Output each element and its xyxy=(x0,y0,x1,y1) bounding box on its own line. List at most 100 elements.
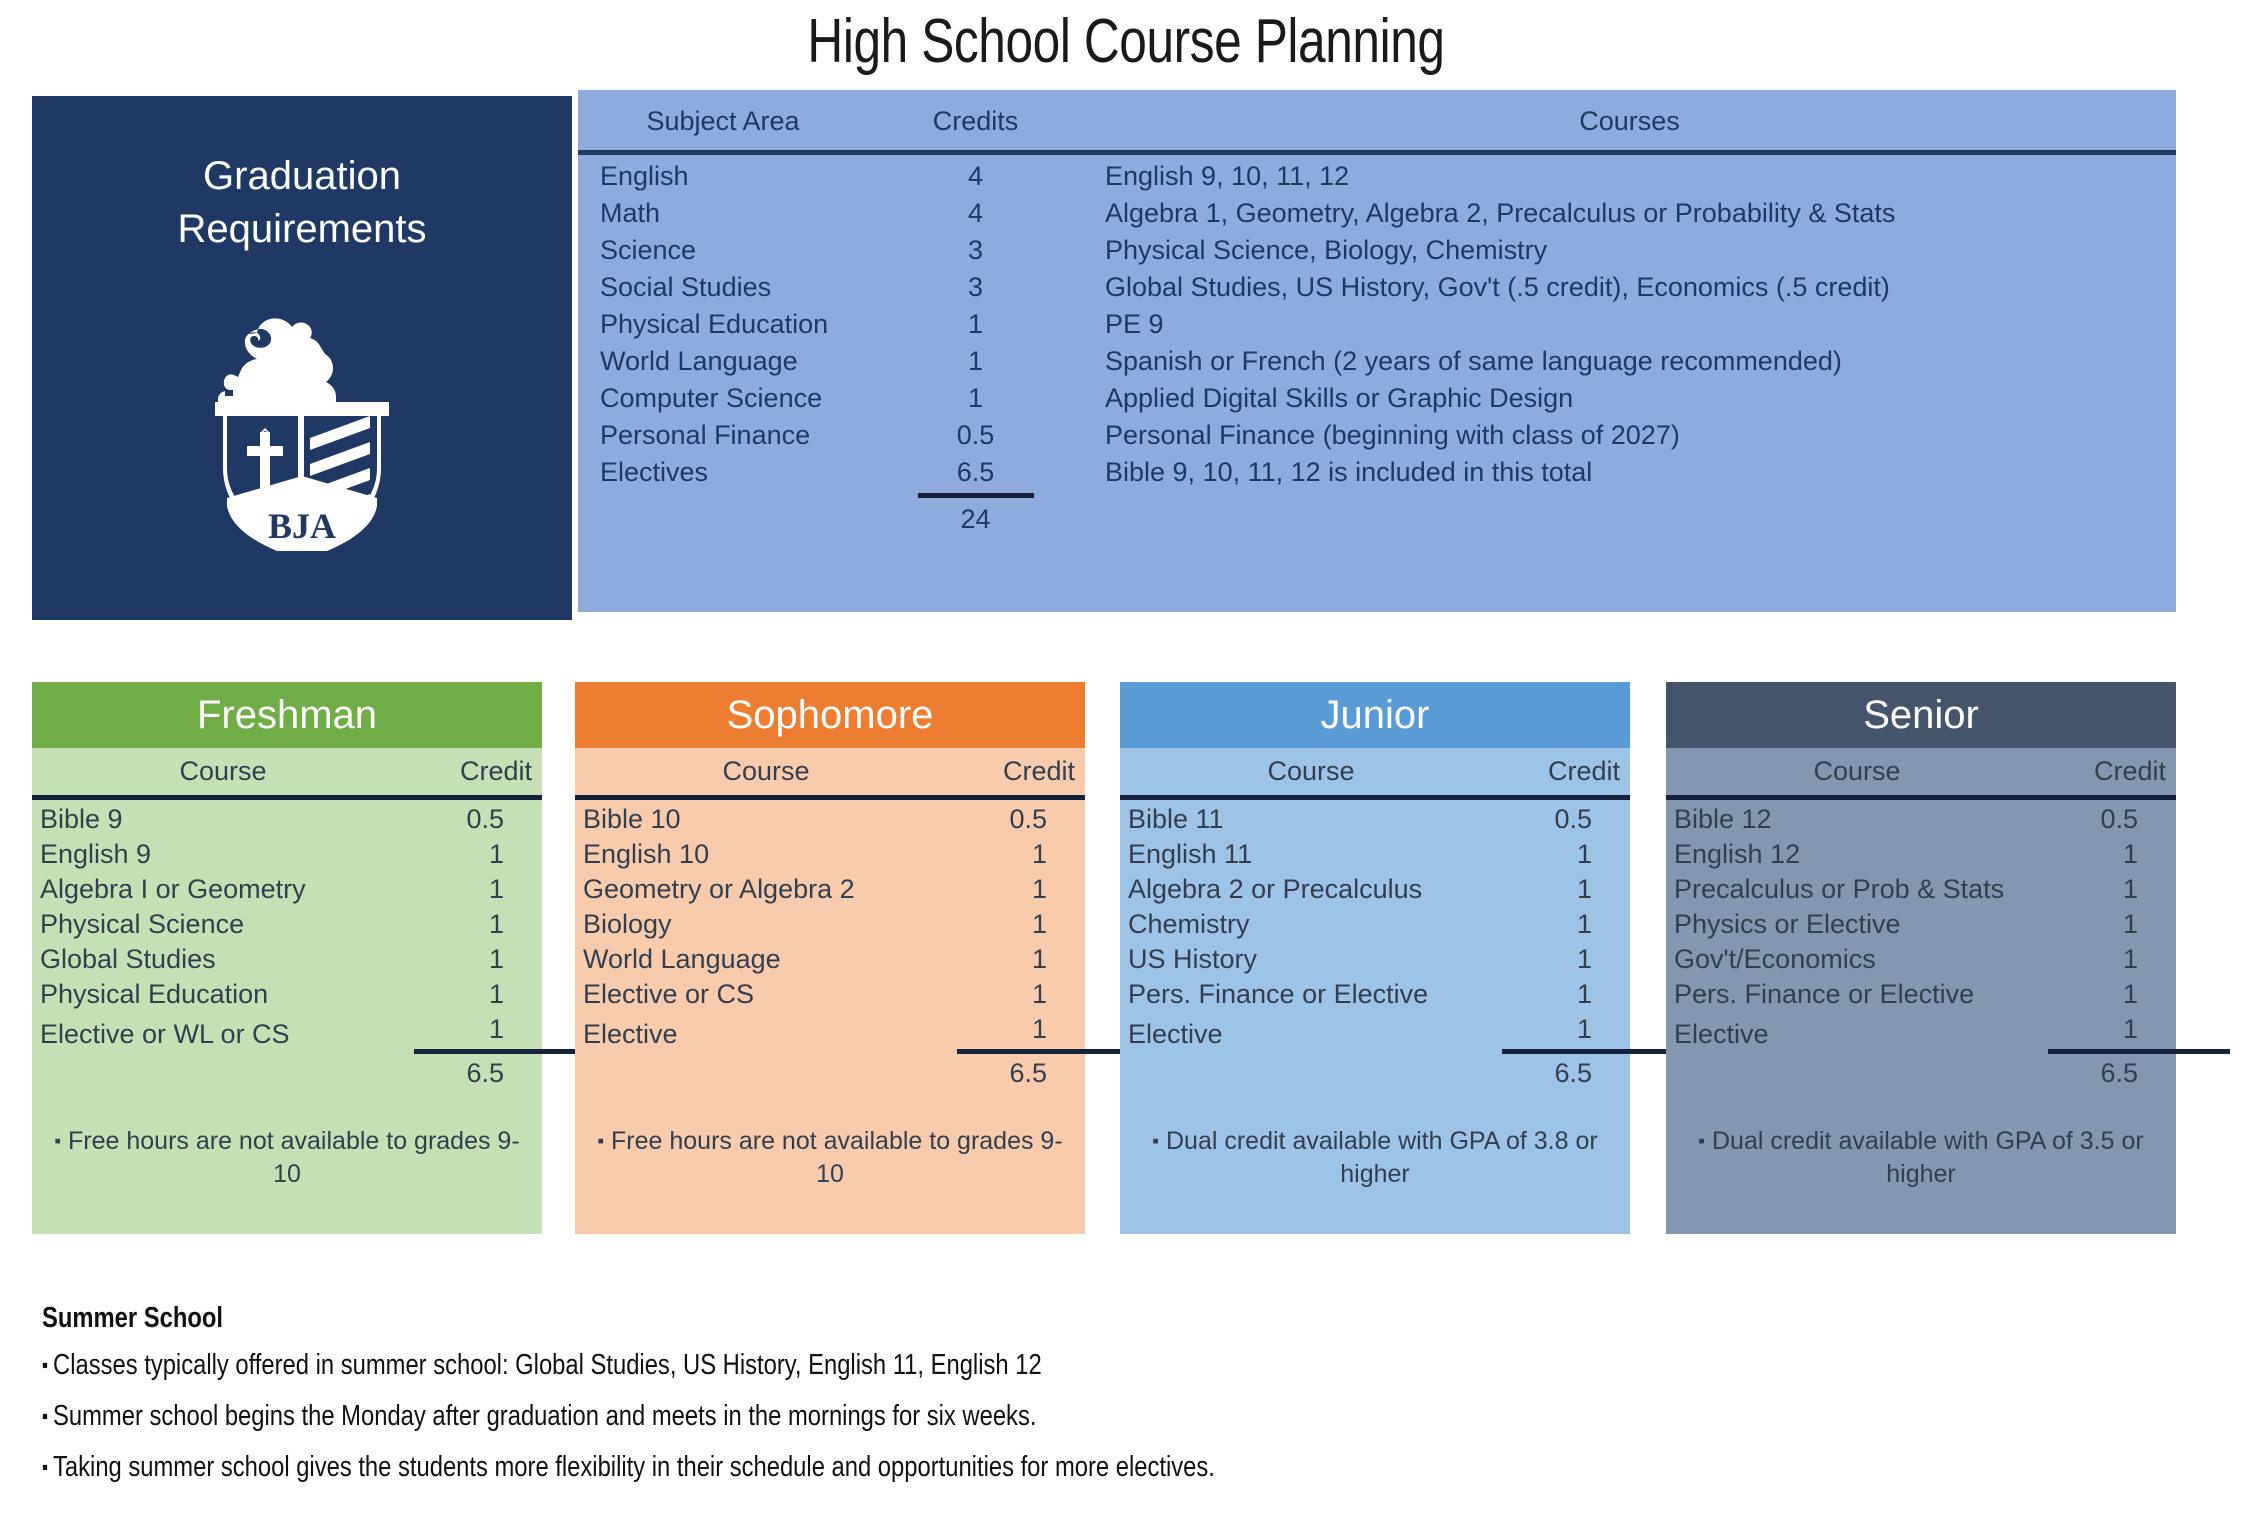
year-total-row: 6.5 xyxy=(575,1056,1085,1091)
requirement-subject: Physical Education xyxy=(600,309,829,339)
table-row: Elective 1 xyxy=(575,1012,1139,1056)
requirement-courses: Bible 9, 10, 11, 12 is included in this … xyxy=(1105,457,1593,487)
course-name: Elective or WL or CS xyxy=(40,1018,290,1049)
table-row: Elective or WL or CS 1 xyxy=(32,1012,596,1056)
year-col-course: Course xyxy=(722,756,810,786)
requirement-subject: Social Studies xyxy=(600,272,772,302)
course-credit: 1 xyxy=(2122,944,2138,974)
summer-school-bullet-text: Classes typically offered in summer scho… xyxy=(53,1349,1042,1381)
year-header-rule xyxy=(575,793,1085,802)
course-name: English 11 xyxy=(1128,839,1253,869)
table-row: Math 4 Algebra 1, Geometry, Algebra 2, P… xyxy=(578,195,2176,232)
requirement-credits: 1 xyxy=(967,309,984,339)
bullet-icon: ▪ xyxy=(42,1456,49,1480)
table-row: Chemistry 1 xyxy=(1120,907,1630,942)
year-total-rule xyxy=(957,1049,1139,1054)
course-name: Physics or Elective xyxy=(1674,909,1901,939)
year-total-rule xyxy=(414,1049,596,1054)
requirements-header-row: Subject Area Credits Courses xyxy=(578,90,2176,147)
requirement-credits: 3 xyxy=(967,272,984,302)
requirement-courses: Physical Science, Biology, Chemistry xyxy=(1105,235,1548,265)
course-name: Gov't/Economics xyxy=(1674,944,1876,974)
requirement-courses: Global Studies, US History, Gov't (.5 cr… xyxy=(1105,272,1890,302)
requirement-courses: Spanish or French (2 years of same langu… xyxy=(1105,346,1842,376)
graduation-panel-title-line1: Graduation xyxy=(203,154,401,198)
course-credit: 1 xyxy=(1031,944,1047,974)
requirements-total-row: 24 xyxy=(578,501,2176,538)
year-header-rule xyxy=(32,793,542,802)
requirements-rows: English 4 English 9, 10, 11, 12 Math 4 A… xyxy=(578,158,2176,538)
year-note-text: Free hours are not available to grades 9… xyxy=(611,1127,1063,1188)
year-total-credit: 6.5 xyxy=(1554,1058,1592,1088)
year-header-freshman: Freshman xyxy=(32,682,542,748)
course-credit: 1 xyxy=(2122,979,2138,1009)
table-row: US History 1 xyxy=(1120,942,1630,977)
year-total-rule xyxy=(2048,1049,2230,1054)
year-header-row: Course Credit xyxy=(575,748,1085,793)
graduation-panel-title-line2: Requirements xyxy=(177,206,427,251)
requirement-subject: Math xyxy=(600,198,661,228)
year-note-text: Free hours are not available to grades 9… xyxy=(68,1127,520,1188)
course-name: Bible 10 xyxy=(583,804,681,834)
course-credit: 1 xyxy=(488,979,504,1009)
bullet-icon: ▪ xyxy=(1698,1131,1706,1153)
course-name: Elective xyxy=(583,1018,678,1049)
year-note-freshman: ▪ Free hours are not available to grades… xyxy=(32,1125,542,1190)
year-col-credit: Credit xyxy=(1547,756,1620,786)
year-header-rule xyxy=(1120,793,1630,802)
table-row: Bible 9 0.5 xyxy=(32,802,542,837)
graduation-panel-title: Graduation Requirements xyxy=(177,150,426,256)
year-total-credit: 6.5 xyxy=(2100,1058,2138,1088)
course-name: Elective or CS xyxy=(583,979,755,1009)
year-header-row: Course Credit xyxy=(1666,748,2176,793)
table-row: Bible 12 0.5 xyxy=(1666,802,2176,837)
year-total-spacer xyxy=(1120,1056,1502,1091)
bullet-icon: ▪ xyxy=(54,1131,62,1153)
requirement-subject: World Language xyxy=(600,346,798,376)
year-total-credit: 6.5 xyxy=(466,1058,504,1088)
requirement-credits-value: 6.5 xyxy=(956,457,995,487)
course-credit: 0.5 xyxy=(466,804,504,834)
summer-school-bullet: ▪ Classes typically offered in summer sch… xyxy=(42,1349,1764,1382)
table-row: Geometry or Algebra 2 1 xyxy=(575,872,1085,907)
course-credit: 1 xyxy=(488,909,504,939)
table-row: Social Studies 3 Global Studies, US Hist… xyxy=(578,269,2176,306)
requirement-credits: 0.5 xyxy=(956,420,995,450)
year-col-course: Course xyxy=(1813,756,1901,786)
year-note-senior: ▪ Dual credit available with GPA of 3.5 … xyxy=(1666,1125,2176,1190)
course-credit: 1 xyxy=(2122,874,2138,904)
year-total-row: 6.5 xyxy=(32,1056,542,1091)
table-row: Algebra I or Geometry 1 xyxy=(32,872,542,907)
course-name: Bible 11 xyxy=(1128,804,1224,834)
course-name: Algebra 2 or Precalculus xyxy=(1128,874,1423,904)
course-name: Pers. Finance or Elective xyxy=(1128,979,1429,1009)
course-credit: 1 xyxy=(414,1012,596,1056)
course-name: English 10 xyxy=(583,839,710,869)
course-name: World Language xyxy=(583,944,781,974)
table-row: Elective 1 xyxy=(1120,1012,1684,1056)
requirement-courses: Personal Finance (beginning with class o… xyxy=(1105,420,1680,450)
page-title: High School Course Planning xyxy=(807,7,1445,76)
course-name: Chemistry xyxy=(1128,909,1250,939)
table-row: Physical Education 1 PE 9 xyxy=(578,306,2176,343)
course-name: Global Studies xyxy=(40,944,216,974)
table-row: Pers. Finance or Elective 1 xyxy=(1120,977,1630,1012)
course-name: Physical Education xyxy=(40,979,269,1009)
course-name: Elective xyxy=(1128,1018,1223,1049)
course-name: Precalculus or Prob & Stats xyxy=(1674,874,2005,904)
bullet-icon: ▪ xyxy=(42,1354,49,1378)
requirement-credits: 6.5 xyxy=(868,454,1083,501)
table-row: Science 3 Physical Science, Biology, Che… xyxy=(578,232,2176,269)
requirement-credits: 3 xyxy=(967,235,984,265)
year-col-credit: Credit xyxy=(459,756,532,786)
bullet-icon: ▪ xyxy=(1152,1131,1160,1153)
course-name: Physical Science xyxy=(40,909,245,939)
table-row: Bible 10 0.5 xyxy=(575,802,1085,837)
course-credit: 1 xyxy=(1031,979,1047,1009)
summer-school-bullet-text: Taking summer school gives the students … xyxy=(53,1451,1215,1483)
requirement-credits: 1 xyxy=(967,346,984,376)
table-row: Electives 6.5 Bible 9, 10, 11, 12 is inc… xyxy=(578,454,2176,501)
year-body-junior: Course Credit Bible 11 0.5 English 11 1 Al… xyxy=(1120,748,1684,1234)
course-credit: 1 xyxy=(488,944,504,974)
